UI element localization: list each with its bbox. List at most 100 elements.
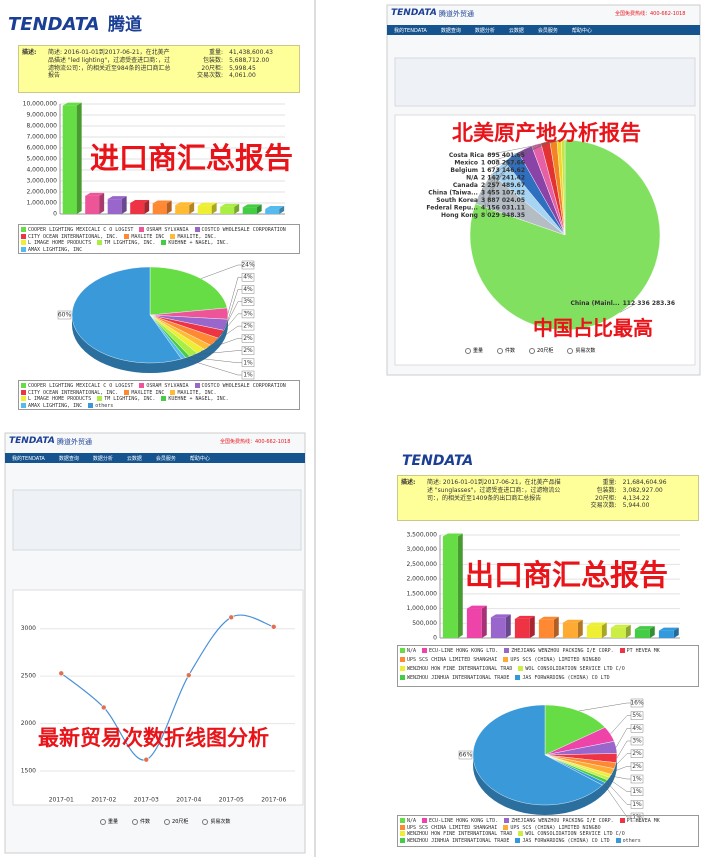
leader-line xyxy=(486,167,499,208)
radio-option[interactable]: 件数 xyxy=(497,347,515,354)
legend-item: MAXLITE, INC. xyxy=(170,233,217,241)
legend-item: N/A xyxy=(400,818,416,825)
nav-tab[interactable]: 会员服务 xyxy=(537,27,558,34)
radio-option[interactable]: 贸易次数 xyxy=(567,347,595,354)
value-label: 2 142 241.42 xyxy=(481,174,525,181)
nav-tab[interactable]: 帮助中心 xyxy=(571,27,592,34)
bar-top xyxy=(62,102,82,106)
category: South Korea xyxy=(436,197,478,204)
pie-label: 1% xyxy=(243,372,253,379)
y-tick-label: 1500 xyxy=(21,768,36,775)
x-tick-label: 2017-02 xyxy=(91,797,116,804)
leader-line xyxy=(226,289,242,325)
leader-line xyxy=(183,358,242,376)
bar-top xyxy=(175,202,195,206)
label: L IMAGE HOME PRODUCTS xyxy=(28,240,92,246)
category: Federal Repu... xyxy=(426,204,478,211)
legend-item: JAS FORWARDING (CHINA) CO LTD xyxy=(515,837,610,845)
bar-side xyxy=(166,200,172,214)
bar-side xyxy=(649,626,655,638)
bar-side xyxy=(553,616,559,638)
point xyxy=(58,670,65,677)
legend-item: WOL CONSOLIDATION SERVICE LTD C/O xyxy=(518,666,625,675)
legend-item: WENZHOU JINHUA INTERNATIONAL TRADE xyxy=(400,837,509,845)
bar-top xyxy=(658,627,679,631)
stat-label: 交易次数: xyxy=(590,502,617,510)
summary-stats: 重量: 41,438,600.43 包装数: 5,688,712.00 20尺柜: 5,9… xyxy=(174,49,296,89)
label-box xyxy=(241,358,255,368)
pie-label: 1% xyxy=(632,788,642,795)
label: UPS SCS (CHINA) LIMITED NINGBO xyxy=(510,657,601,663)
legend-item: WENZHOU HOW FINE INTERNATIONAL TRAD xyxy=(400,831,512,838)
nav-tab[interactable]: 数据分析 xyxy=(474,27,495,34)
legend-item: L IMAGE HOME PRODUCTS xyxy=(21,396,91,403)
bar xyxy=(634,629,650,638)
radio-option[interactable]: 20尺柜 xyxy=(164,818,188,825)
label: OSRAM SYLVANIA xyxy=(146,383,189,389)
label: AMAX LIGHTING, INC xyxy=(28,402,83,409)
bar xyxy=(610,627,626,638)
label: OSRAM SYLVANIA xyxy=(146,227,189,233)
nav-tab[interactable]: 会员服务 xyxy=(155,455,176,462)
bar-side xyxy=(211,202,217,214)
category: Canada xyxy=(453,182,478,189)
radio-group: 重量 件数 20尺柜 贸易次数 xyxy=(465,347,609,354)
hotline: 全国免费热线：400-662-1018 xyxy=(615,11,686,17)
summary-box: 描述: 简述: 2016-01-01到2017-06-21，在北美产品描述 "le… xyxy=(18,45,300,93)
pie-label: China (Taiwa... 3 455 107.82 xyxy=(428,189,525,196)
bar-top xyxy=(466,605,487,609)
pie-label: Costa Rica 895 401.65 xyxy=(449,152,525,159)
bar xyxy=(175,205,190,214)
summary-box: 描述: 简述: 2016-01-01到2017-06-21，在北美产品描述 "su… xyxy=(397,475,699,521)
nav-tab[interactable]: 数据分析 xyxy=(92,455,113,462)
label: ZHEJIANG WENZHOU PACKING I/E CORP. xyxy=(511,648,614,654)
bar-side xyxy=(601,622,607,638)
bar-top xyxy=(562,619,583,623)
stat-label: 交易次数: xyxy=(197,72,224,80)
radio-option[interactable]: 贸易次数 xyxy=(202,818,230,825)
overlay-title: 北美原产地分析报告 xyxy=(452,121,641,145)
nav-tab[interactable]: 帮助中心 xyxy=(189,455,210,462)
category: Hong Kong xyxy=(441,212,478,219)
pie-label: Canada 2 257 489.67 xyxy=(453,182,525,189)
bar-side xyxy=(256,204,262,214)
legend-item: OSRAM SYLVANIA xyxy=(139,227,189,234)
leader-line xyxy=(486,139,560,163)
label: TM LIGHTING, INC. xyxy=(104,396,156,402)
bar-top xyxy=(242,204,262,208)
nav-tab[interactable]: 云数据 xyxy=(126,455,142,462)
bar-top xyxy=(538,616,559,620)
y-tick-label: 1,000,000 xyxy=(26,200,57,207)
bar xyxy=(442,536,458,638)
legend-item: KUEHNE + NAGEL, INC. xyxy=(161,240,229,247)
x-tick-label: 2017-03 xyxy=(134,797,159,804)
label: 重量 xyxy=(473,348,484,354)
nav-tab[interactable]: 我的TENDATA xyxy=(394,27,427,34)
nav-tabs: 我的TENDATA 数据查询 数据分析 云数据 会员服务 帮助中心 xyxy=(5,453,305,463)
nav-tab[interactable]: 云数据 xyxy=(508,27,524,34)
leader-line xyxy=(610,775,631,780)
nav-tab[interactable]: 数据查询 xyxy=(58,455,79,462)
value-label: 4 156 031.11 xyxy=(481,204,525,211)
label: COOPER LIGHTING MEXICALI C O LOGIST xyxy=(28,227,134,233)
bar-side xyxy=(673,627,679,638)
legend-item: PT HEVEA MK xyxy=(619,818,660,825)
bar-side xyxy=(577,619,583,638)
category: Costa Rica xyxy=(449,152,484,159)
bar xyxy=(107,199,122,214)
radio-option[interactable]: 重量 xyxy=(100,818,118,825)
radio-option[interactable]: 件数 xyxy=(132,818,150,825)
pie-label: 4% xyxy=(632,725,642,732)
nav-tab[interactable]: 我的TENDATA xyxy=(12,455,45,462)
bar-top xyxy=(634,626,655,630)
label-box xyxy=(57,310,72,320)
label-box xyxy=(241,321,255,331)
pie-label: N/A 2 142 241.42 xyxy=(466,174,525,181)
nav-tab[interactable]: 数据查询 xyxy=(440,27,461,34)
bar xyxy=(152,203,167,214)
stat-label: 包装数: xyxy=(203,56,224,64)
label-box xyxy=(630,812,644,822)
radio-option[interactable]: 重量 xyxy=(465,347,483,354)
radio-option[interactable]: 20尺柜 xyxy=(529,347,553,354)
leader-line xyxy=(200,264,242,279)
